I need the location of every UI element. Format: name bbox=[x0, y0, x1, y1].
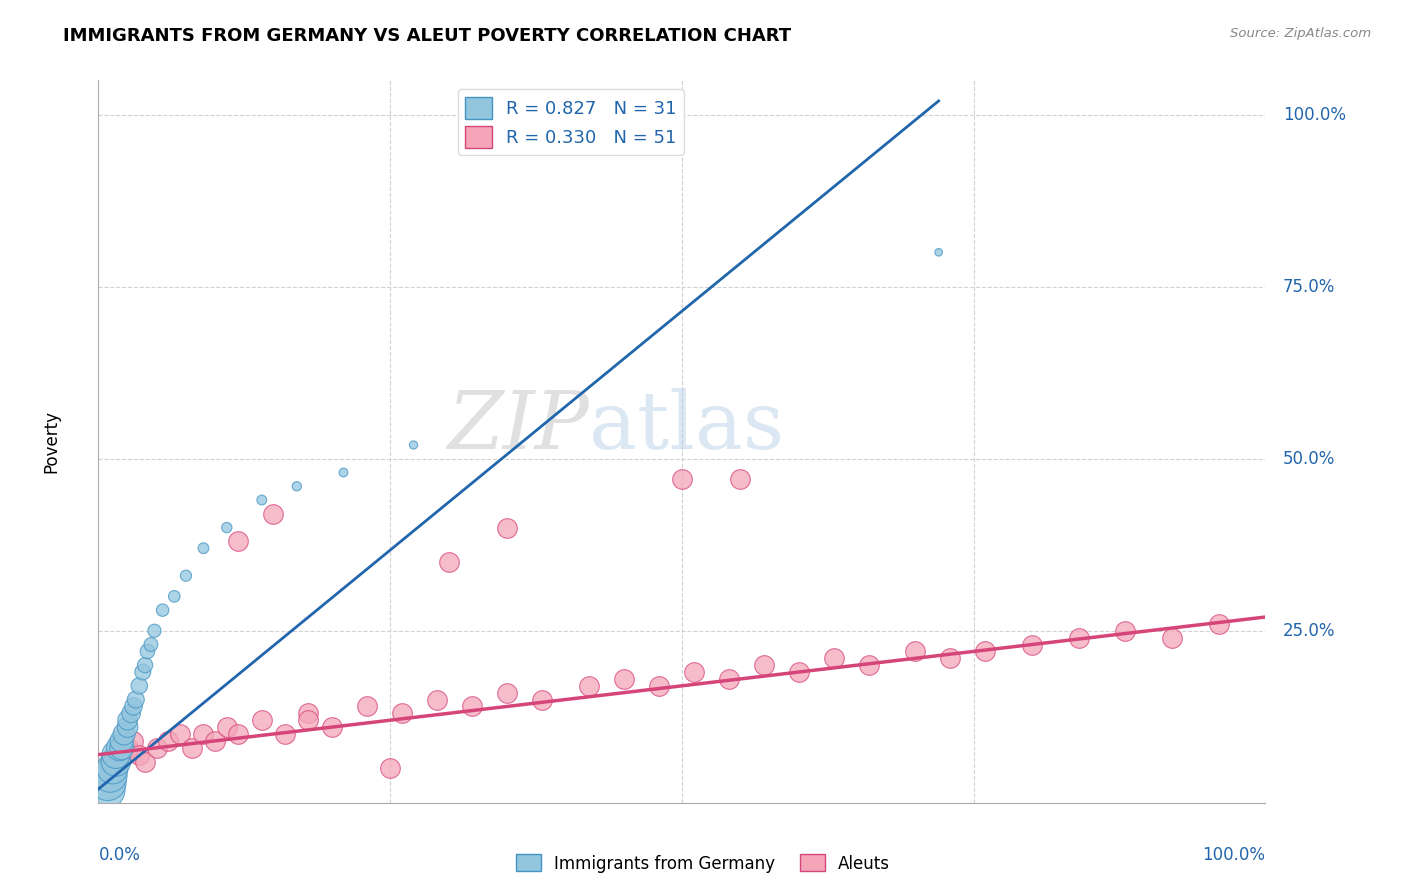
Point bbox=[1067, 631, 1090, 645]
Point bbox=[157, 734, 180, 748]
Point bbox=[228, 727, 250, 741]
Point bbox=[356, 699, 378, 714]
Point bbox=[530, 692, 553, 706]
Point bbox=[111, 734, 134, 748]
Point bbox=[274, 727, 297, 741]
Point bbox=[132, 665, 155, 679]
Point bbox=[297, 713, 319, 727]
Point bbox=[136, 644, 159, 658]
Point bbox=[93, 768, 115, 782]
Point bbox=[111, 747, 134, 762]
Point bbox=[163, 590, 186, 604]
Point bbox=[974, 644, 997, 658]
Point bbox=[578, 679, 600, 693]
Text: Source: ZipAtlas.com: Source: ZipAtlas.com bbox=[1230, 27, 1371, 40]
Point bbox=[823, 651, 845, 665]
Point bbox=[904, 644, 927, 658]
Text: 100.0%: 100.0% bbox=[1202, 847, 1265, 864]
Point bbox=[134, 658, 156, 673]
Point bbox=[117, 713, 139, 727]
Point bbox=[380, 761, 402, 775]
Point bbox=[682, 665, 704, 679]
Point bbox=[128, 747, 150, 762]
Point bbox=[939, 651, 962, 665]
Point bbox=[174, 568, 197, 582]
Text: 0.0%: 0.0% bbox=[98, 847, 141, 864]
Point bbox=[332, 466, 354, 480]
Point bbox=[193, 541, 215, 556]
Point bbox=[1208, 616, 1230, 631]
Point bbox=[391, 706, 413, 721]
Text: ZIP: ZIP bbox=[447, 388, 589, 466]
Point bbox=[285, 479, 308, 493]
Point bbox=[97, 775, 120, 789]
Point bbox=[122, 699, 145, 714]
Point bbox=[496, 686, 519, 700]
Point bbox=[104, 761, 127, 775]
Point bbox=[108, 740, 131, 755]
Point bbox=[117, 740, 139, 755]
Point bbox=[262, 507, 284, 521]
Point bbox=[321, 720, 343, 734]
Point bbox=[180, 740, 202, 755]
Point bbox=[613, 672, 636, 686]
Point bbox=[1021, 638, 1043, 652]
Point bbox=[193, 727, 215, 741]
Point bbox=[858, 658, 880, 673]
Point bbox=[437, 555, 460, 569]
Point bbox=[120, 706, 142, 721]
Point bbox=[250, 713, 273, 727]
Point bbox=[117, 720, 139, 734]
Point bbox=[730, 472, 752, 486]
Point bbox=[496, 520, 519, 534]
Point bbox=[112, 727, 135, 741]
Point bbox=[717, 672, 740, 686]
Legend: R = 0.827   N = 31, R = 0.330   N = 51: R = 0.827 N = 31, R = 0.330 N = 51 bbox=[457, 89, 683, 155]
Text: IMMIGRANTS FROM GERMANY VS ALEUT POVERTY CORRELATION CHART: IMMIGRANTS FROM GERMANY VS ALEUT POVERTY… bbox=[63, 27, 792, 45]
Point bbox=[426, 692, 449, 706]
Point bbox=[461, 699, 484, 714]
Text: 25.0%: 25.0% bbox=[1282, 622, 1336, 640]
Point bbox=[169, 727, 191, 741]
Point bbox=[1161, 631, 1184, 645]
Point bbox=[128, 679, 150, 693]
Point bbox=[98, 768, 121, 782]
Point bbox=[143, 624, 166, 638]
Point bbox=[215, 720, 238, 734]
Point bbox=[297, 706, 319, 721]
Point bbox=[98, 755, 121, 769]
Point bbox=[104, 747, 127, 762]
Point bbox=[146, 740, 169, 755]
Point bbox=[152, 603, 174, 617]
Text: Poverty: Poverty bbox=[42, 410, 60, 473]
Point bbox=[111, 740, 134, 755]
Point bbox=[1114, 624, 1136, 638]
Point bbox=[647, 679, 669, 693]
Point bbox=[215, 520, 238, 534]
Point bbox=[125, 692, 148, 706]
Point bbox=[402, 438, 425, 452]
Text: 75.0%: 75.0% bbox=[1282, 277, 1336, 296]
Text: 100.0%: 100.0% bbox=[1282, 105, 1346, 124]
Point bbox=[752, 658, 775, 673]
Point bbox=[101, 761, 124, 775]
Point bbox=[250, 493, 273, 508]
Point bbox=[104, 755, 127, 769]
Text: 50.0%: 50.0% bbox=[1282, 450, 1336, 467]
Text: atlas: atlas bbox=[589, 388, 783, 467]
Point bbox=[139, 638, 162, 652]
Point bbox=[204, 734, 226, 748]
Legend: Immigrants from Germany, Aleuts: Immigrants from Germany, Aleuts bbox=[509, 847, 897, 880]
Point bbox=[671, 472, 693, 486]
Point bbox=[928, 245, 950, 260]
Point bbox=[134, 755, 156, 769]
Point bbox=[787, 665, 810, 679]
Point bbox=[122, 734, 145, 748]
Point bbox=[93, 782, 115, 797]
Point bbox=[228, 534, 250, 549]
